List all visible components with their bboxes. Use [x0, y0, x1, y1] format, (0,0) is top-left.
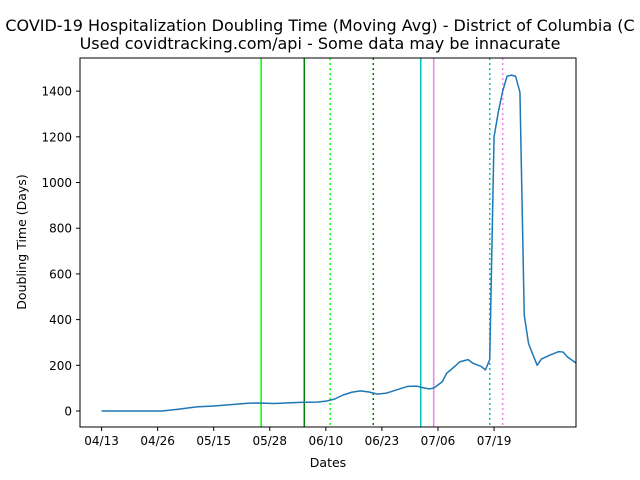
y-tick-label-7: 1200	[41, 130, 72, 144]
x-tick-label-4: 05/28	[252, 434, 287, 448]
series-line-1	[101, 74, 577, 412]
chart-title-line-2: Used covidtracking.com/api - Some data m…	[80, 34, 561, 53]
x-tick-label-7: 07/06	[421, 434, 456, 448]
y-tick-label-2: 200	[49, 359, 72, 373]
y-axis-label: Doubling Time (Days)	[14, 174, 29, 309]
y-tick-label-5: 800	[49, 222, 72, 236]
plot-area	[101, 58, 577, 427]
plot-frame	[79, 57, 577, 428]
x-tick-label-1: 04/13	[84, 434, 119, 448]
x-tick-label-5: 06/10	[309, 434, 344, 448]
x-axis-label: Dates	[310, 455, 346, 470]
y-tick-label-4: 600	[49, 267, 72, 281]
y-tick-label-6: 1000	[41, 176, 72, 190]
chart-title-line-1: COVID-19 Hospitalization Doubling Time (…	[5, 16, 634, 35]
x-axis: 04/13 04/26 05/15 05/28 06/10 06/23 07/06 07/19	[84, 427, 511, 448]
x-tick-label-8: 07/19	[477, 434, 512, 448]
x-tick-label-6: 06/23	[365, 434, 400, 448]
y-tick-label-1: 0	[64, 405, 72, 419]
x-tick-label-2: 04/26	[140, 434, 175, 448]
x-tick-label-3: 05/15	[196, 434, 231, 448]
y-tick-label-3: 400	[49, 313, 72, 327]
y-tick-label-8: 1400	[41, 85, 72, 99]
y-axis: 0 200 400 600 800 1000 1200 1400	[41, 85, 80, 419]
